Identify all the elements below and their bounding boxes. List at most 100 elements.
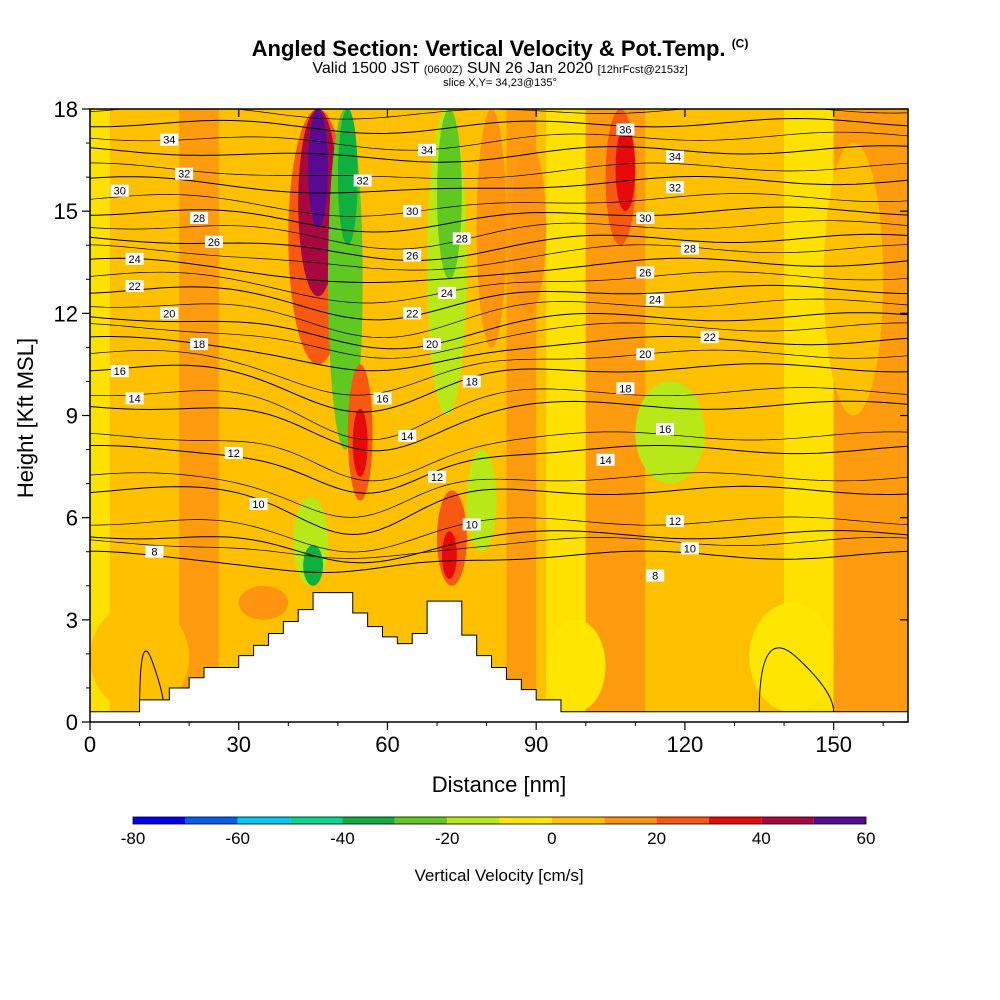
isentrope-line	[90, 312, 908, 350]
contour-label: 24	[125, 252, 144, 266]
colorbar: -80 -60 -40 -20 0 20 40 60	[121, 816, 875, 848]
x-tick-label: 30	[226, 732, 250, 757]
colorbar-swatch	[185, 817, 238, 824]
colorbar-swatch	[813, 817, 866, 824]
isentrope-line	[90, 233, 908, 261]
velocity-cell	[615, 126, 636, 212]
contour-label-text: 20	[426, 339, 438, 351]
velocity-cell	[476, 109, 507, 348]
colorbar-swatch	[708, 817, 762, 824]
x-tick-label: 90	[524, 732, 548, 757]
contour-label-text: 30	[114, 186, 126, 198]
contour-label-text: 26	[208, 237, 220, 249]
contour-label: 22	[125, 280, 144, 293]
y-tick-label: 0	[66, 710, 78, 735]
isentrope-line	[90, 530, 908, 564]
contour-label-text: 10	[466, 519, 478, 531]
velocity-cell	[823, 143, 884, 416]
isentrope-line	[90, 387, 908, 441]
contour-label: 10	[462, 518, 481, 531]
contour-label: 20	[160, 307, 179, 320]
x-tick-label: 60	[375, 732, 399, 757]
chart-subtitle: Valid 1500 JST (0600Z) SUN 26 Jan 2020 […	[312, 60, 688, 77]
velocity-cell	[90, 602, 190, 712]
velocity-cell	[238, 585, 289, 620]
isentrope-line	[90, 271, 908, 304]
contour-label: 26	[636, 266, 655, 279]
colorbar-label: Vertical Velocity [cm/s]	[414, 866, 583, 885]
contour-label-text: 18	[466, 376, 478, 388]
contour-label-text: 14	[599, 455, 611, 467]
contour-label-text: 28	[684, 244, 696, 256]
colorbar-swatch	[656, 817, 709, 824]
colorbar-tick-label: -20	[435, 829, 460, 848]
colorbar-swatch	[447, 817, 500, 824]
x-tick-label: 0	[84, 732, 96, 757]
contour-label: 34	[665, 150, 684, 164]
y-tick-label: 18	[54, 97, 78, 122]
contour-label: 12	[224, 446, 243, 460]
isentrope-line	[90, 336, 908, 372]
contour-label: 20	[636, 348, 655, 361]
isentrope-line	[90, 284, 908, 321]
colorbar-tick-label: -60	[225, 829, 250, 848]
contour-label: 14	[596, 453, 615, 467]
field-band	[90, 109, 110, 722]
contour-label: 28	[680, 242, 699, 256]
contour-label-text: 36	[619, 124, 631, 136]
contour-label: 8	[646, 569, 665, 583]
contour-label-text: 30	[639, 213, 651, 225]
colorbar-swatch	[342, 817, 395, 824]
contour-label: 16	[656, 423, 675, 436]
isentrope-line	[90, 550, 908, 573]
contour-label: 28	[190, 211, 209, 225]
contour-label-text: 10	[684, 543, 696, 555]
contour-label: 16	[110, 365, 129, 378]
x-axis-label: Distance [nm]	[432, 772, 567, 797]
isentrope-line	[90, 220, 908, 250]
contour-label-text: 12	[669, 516, 681, 528]
terrain	[90, 592, 908, 722]
velocity-cell	[546, 619, 606, 712]
velocity-cell	[303, 544, 324, 586]
contour-label-text: 28	[456, 233, 468, 245]
contour-label: 36	[616, 123, 635, 136]
contour-label: 26	[204, 235, 223, 249]
colorbar-tick-label: 0	[547, 829, 556, 848]
contour-label: 32	[665, 181, 684, 194]
contour-label-text: 26	[639, 267, 651, 279]
isentrope-line	[90, 322, 908, 359]
contour-label: 10	[249, 498, 268, 511]
vertical-velocity-field	[90, 109, 908, 722]
isentrope-line	[90, 176, 908, 194]
contour-label: 30	[636, 211, 655, 225]
contour-label-text: 22	[128, 281, 140, 293]
contour-label-text: 34	[421, 145, 433, 157]
isentrope-line	[90, 431, 908, 482]
y-tick-label: 3	[66, 608, 78, 633]
contour-label-text: 22	[406, 308, 418, 320]
contour-label: 20	[423, 337, 442, 351]
contour-label-text: 34	[163, 135, 175, 147]
colorbar-swatch	[499, 817, 552, 824]
contour-label: 24	[437, 286, 456, 300]
contour-label-text: 8	[151, 547, 157, 559]
contour-label-text: 34	[669, 152, 681, 164]
colorbar-tick-label: 40	[752, 829, 771, 848]
isentrope-line	[90, 145, 908, 163]
colorbar-tick-label: -80	[121, 829, 146, 848]
contour-label-text: 18	[193, 339, 205, 351]
contour-label: 18	[616, 382, 635, 395]
contour-label: 32	[175, 167, 194, 181]
isentrope-line	[90, 206, 908, 233]
contour-label-text: 32	[357, 176, 369, 188]
colorbar-swatch	[604, 817, 657, 824]
isentrope-line	[90, 537, 908, 559]
contour-label-text: 30	[406, 206, 418, 218]
contour-labels: 34 32 30 28 26 24 22 20 18 16 14 12 10 8 34 32 30 28 26 24 2…	[110, 123, 719, 583]
y-tick-label: 12	[54, 301, 78, 326]
contour-label-text: 32	[669, 182, 681, 194]
contour-label-text: 16	[114, 366, 126, 378]
contour-label-text: 24	[441, 288, 453, 300]
